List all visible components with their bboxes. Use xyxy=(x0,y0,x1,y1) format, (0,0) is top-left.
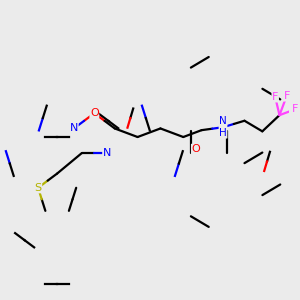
Text: O: O xyxy=(191,144,200,154)
Text: O: O xyxy=(90,108,99,118)
Text: F: F xyxy=(284,91,290,101)
Text: F: F xyxy=(272,92,278,102)
Text: N: N xyxy=(70,124,78,134)
Text: F: F xyxy=(292,104,298,114)
Text: S: S xyxy=(34,183,42,193)
Text: N
H: N H xyxy=(219,116,227,138)
Text: N: N xyxy=(103,148,111,158)
